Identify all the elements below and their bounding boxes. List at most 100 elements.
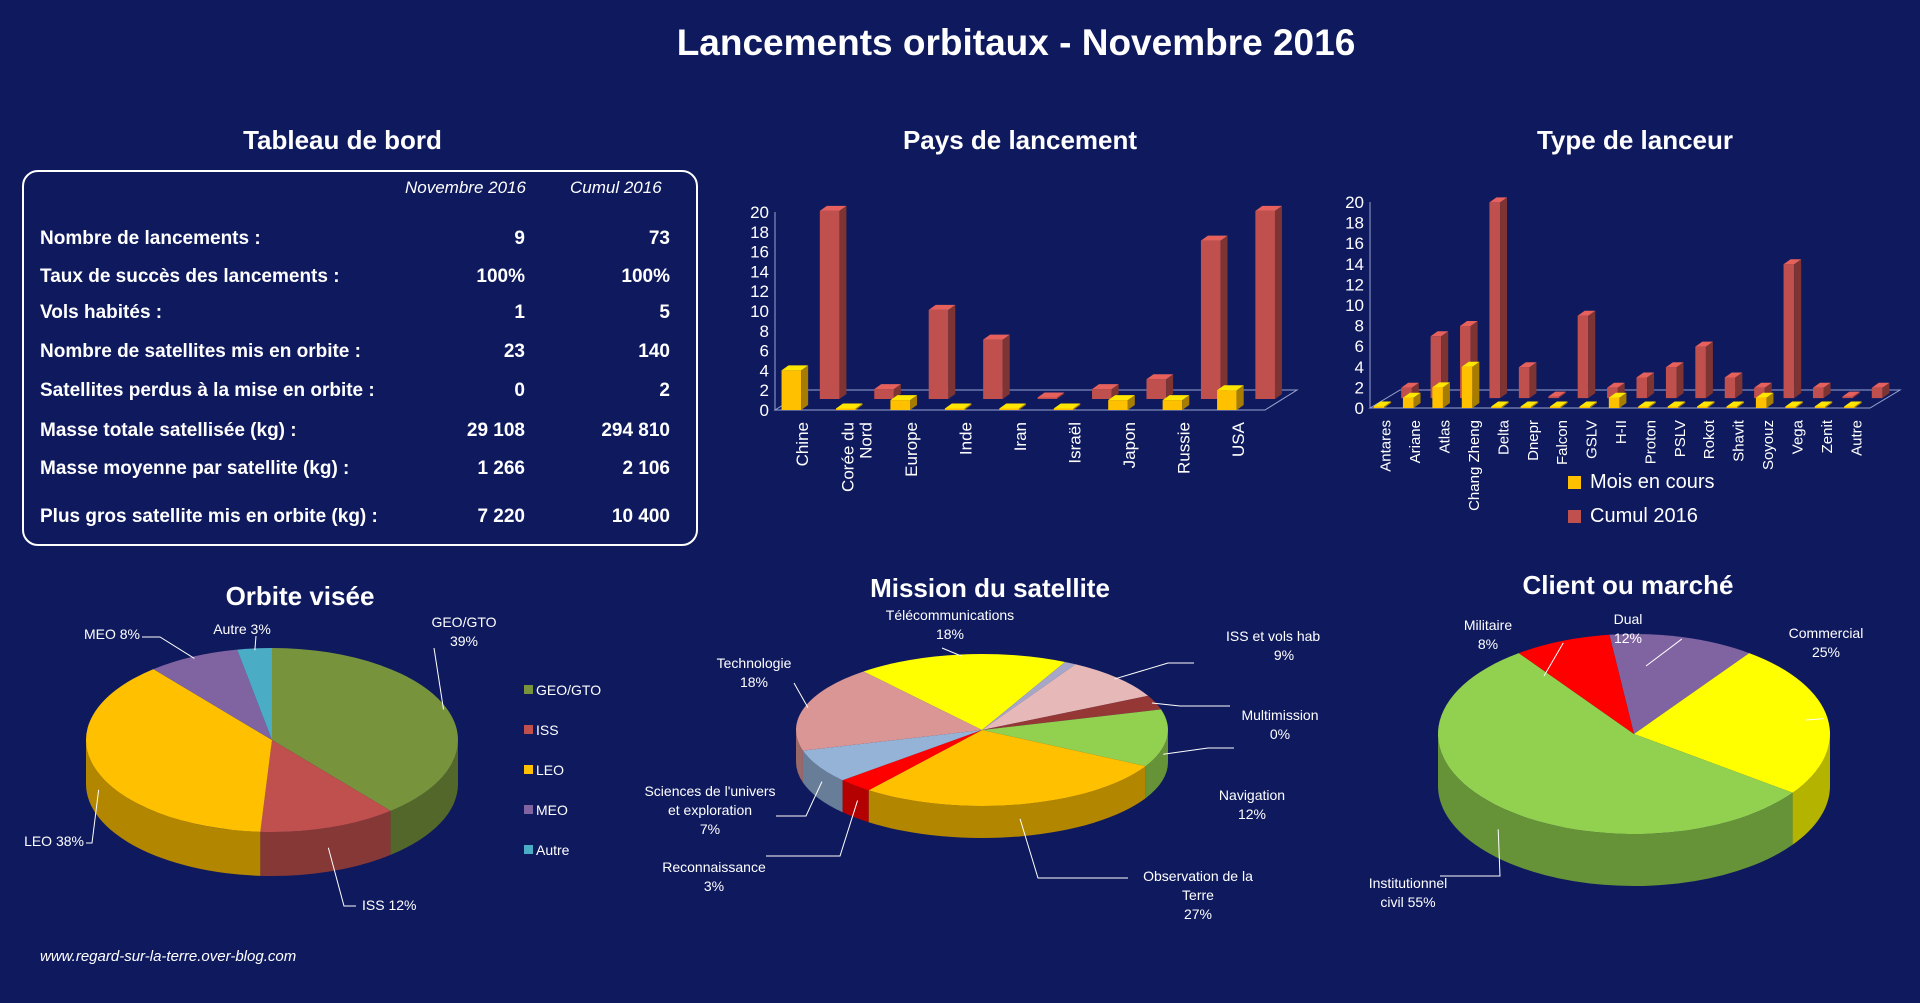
bar-cumul bbox=[1518, 362, 1537, 399]
bar-top bbox=[1402, 392, 1421, 398]
bar-cumul bbox=[1146, 374, 1174, 399]
bar-top bbox=[1844, 401, 1862, 407]
pie-slice bbox=[1518, 634, 1634, 734]
bar-front bbox=[928, 309, 949, 399]
pie-side bbox=[260, 810, 391, 876]
bar-top bbox=[1092, 384, 1119, 390]
bar-cumul bbox=[1577, 310, 1596, 399]
pie-slice bbox=[237, 648, 272, 740]
chart-client-ou-marche: Dual 12% Commercial 25% Institutionnel civil … bbox=[1369, 611, 1864, 910]
pie-label: GEO/GTO 39% bbox=[431, 614, 496, 649]
bar-top bbox=[1401, 382, 1419, 388]
bar-top bbox=[1667, 401, 1686, 407]
legend-label: Mois en cours bbox=[1590, 471, 1715, 493]
bar-front bbox=[1814, 406, 1826, 408]
bar-front bbox=[1518, 367, 1530, 399]
bar-top bbox=[1520, 401, 1539, 407]
bar-front bbox=[1844, 406, 1855, 408]
bar-mois bbox=[1053, 403, 1081, 410]
bar-side bbox=[1825, 401, 1833, 408]
bar-top bbox=[983, 334, 1010, 340]
bar-mois bbox=[1550, 401, 1568, 408]
x-tick-label: USA bbox=[1229, 421, 1248, 457]
bar-front bbox=[944, 408, 965, 410]
bar-front bbox=[1726, 406, 1738, 408]
x-tick-label: Chine bbox=[793, 422, 812, 466]
chart-client-title: Client ou marché bbox=[1522, 570, 1734, 600]
bar-cumul bbox=[874, 384, 901, 399]
x-tick-label: Europe bbox=[902, 422, 921, 477]
bar-front bbox=[999, 408, 1019, 410]
chart-orbite-visee: GEO/GTO 39% ISS 12% LEO 38% MEO 8% Autre 3% GE… bbox=[24, 614, 601, 913]
bar-mois bbox=[1217, 385, 1244, 410]
bar-top bbox=[1695, 341, 1713, 347]
bar-side bbox=[893, 384, 901, 399]
dashboard-panel bbox=[22, 170, 698, 546]
y-tick-label: 16 bbox=[750, 243, 769, 262]
bar-side bbox=[1795, 401, 1803, 408]
bar-side bbox=[1057, 392, 1065, 399]
bar-side bbox=[1854, 401, 1862, 408]
pie-label: LEO 38% bbox=[24, 833, 84, 849]
pie-slice bbox=[260, 740, 391, 832]
bar-mois bbox=[1432, 382, 1450, 408]
pie-slice bbox=[863, 654, 1066, 730]
dashboard-row-label: Taux de succès des lancements : bbox=[40, 266, 340, 287]
bar-front bbox=[1461, 366, 1473, 408]
dashboard-row-label: Vols habités : bbox=[40, 302, 163, 323]
bar-front bbox=[1460, 326, 1471, 399]
y-tick-label: 14 bbox=[750, 262, 769, 281]
bar-mois bbox=[1579, 401, 1597, 408]
y-tick-label: 10 bbox=[750, 302, 769, 321]
bar-side bbox=[1647, 372, 1655, 399]
bar-top bbox=[1518, 362, 1537, 368]
bar-side bbox=[964, 403, 972, 410]
bar-side bbox=[1558, 391, 1566, 399]
bar-top bbox=[1550, 401, 1568, 407]
bar-mois bbox=[1785, 401, 1803, 408]
bar-side bbox=[839, 205, 847, 399]
bar-cumul bbox=[1812, 382, 1831, 399]
bar-side bbox=[1823, 382, 1831, 399]
y-tick-label: 12 bbox=[1345, 275, 1364, 294]
x-tick-label: Inde bbox=[957, 422, 976, 455]
dashboard-row-cumul-value: 10 400 bbox=[611, 506, 670, 527]
bar-front bbox=[1373, 406, 1385, 408]
bar-top bbox=[1548, 391, 1566, 397]
bar-front bbox=[1785, 406, 1796, 408]
pie-slice bbox=[982, 661, 1076, 730]
bar-mois bbox=[1373, 401, 1392, 408]
pie-label: ISS et vols habités9% bbox=[1226, 628, 1320, 663]
x-tick-label: Iran bbox=[1011, 422, 1030, 451]
y-tick-label: 2 bbox=[1355, 378, 1364, 397]
dashboard-row: Vols habités : 1 5 bbox=[40, 302, 670, 332]
pie-side bbox=[868, 766, 1146, 838]
bar-top bbox=[1812, 382, 1831, 388]
pie-slice bbox=[1634, 653, 1830, 793]
bar-top bbox=[1814, 401, 1833, 407]
bar-front bbox=[1217, 390, 1237, 410]
bar-front bbox=[1200, 240, 1221, 399]
bar-front bbox=[983, 339, 1003, 399]
bar-mois bbox=[1726, 401, 1745, 408]
dashboard-row-month-value: 29 108 bbox=[466, 420, 525, 441]
bar-front bbox=[1579, 406, 1590, 408]
bar-side bbox=[1274, 205, 1282, 399]
x-tick-label: Delta bbox=[1495, 419, 1512, 455]
y-tick-label: 0 bbox=[760, 401, 769, 420]
bar-cumul bbox=[983, 334, 1010, 399]
x-tick-label: Soyouz bbox=[1760, 420, 1777, 470]
bar-front bbox=[1608, 397, 1620, 408]
bar-front bbox=[874, 389, 894, 399]
bar-front bbox=[1754, 387, 1765, 399]
bar-top bbox=[1754, 382, 1772, 388]
bar-side bbox=[1560, 401, 1568, 408]
bar-front bbox=[1724, 377, 1736, 399]
dashboard-row-month-value: 1 266 bbox=[477, 458, 525, 479]
bar-mois bbox=[1638, 401, 1656, 408]
chart-mission-title: Mission du satellite bbox=[870, 573, 1110, 603]
bar-cumul bbox=[1548, 391, 1566, 399]
pie-side bbox=[842, 780, 869, 823]
dashboard-row-month-value: 7 220 bbox=[477, 506, 525, 527]
